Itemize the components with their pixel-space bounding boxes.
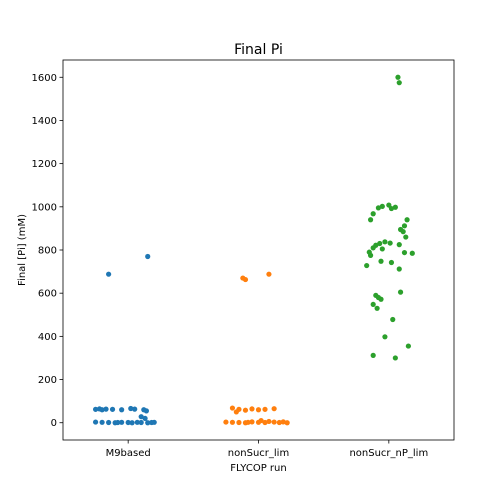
data-point: [103, 406, 109, 412]
data-point: [119, 419, 125, 425]
data-point: [405, 343, 411, 349]
data-point: [132, 406, 138, 412]
data-point: [128, 405, 134, 412]
data-point: [396, 242, 402, 248]
data-point: [396, 80, 402, 86]
data-point: [92, 406, 99, 412]
plot-frame: [62, 59, 455, 441]
y-tick-label: 1000: [32, 202, 57, 213]
data-point: [138, 419, 144, 426]
x-axis: M9based nonSucr_lim nonSucr_nP_lim: [106, 440, 428, 459]
data-point: [258, 417, 264, 424]
data-point: [276, 419, 282, 426]
y-tick-label: 600: [38, 289, 57, 300]
data-point: [370, 352, 376, 358]
y-tick-label: 800: [38, 246, 57, 257]
data-point: [119, 407, 125, 413]
data-point: [142, 415, 148, 422]
data-point: [245, 419, 251, 425]
data-point: [134, 419, 140, 425]
data-point: [109, 406, 116, 412]
data-point: [242, 276, 249, 283]
data-point: [145, 420, 151, 426]
data-point: [375, 205, 382, 211]
x-tick-label: nonSucr_lim: [228, 448, 289, 459]
data-point: [249, 406, 255, 412]
data-point: [242, 407, 249, 413]
data-point: [404, 217, 410, 223]
data-point: [125, 419, 131, 426]
y-tick-label: 1400: [32, 116, 57, 127]
data-point: [229, 405, 236, 411]
chart-title: Final Pi: [234, 42, 283, 58]
data-point: [379, 246, 385, 252]
data-point: [249, 419, 255, 425]
data-point: [255, 407, 262, 413]
data-point: [401, 223, 408, 229]
y-tick-label: 1200: [32, 159, 57, 170]
data-point: [143, 408, 150, 414]
data-point: [388, 205, 395, 212]
data-point: [262, 419, 268, 426]
x-tick-label: M9based: [106, 448, 151, 459]
data-point: [370, 301, 376, 308]
data-point: [392, 204, 398, 210]
data-point: [92, 419, 99, 425]
y-axis-label: Final [Pi] (mM): [17, 214, 28, 286]
data-points: [92, 74, 415, 426]
data-point: [271, 419, 277, 425]
data-point: [378, 258, 384, 264]
data-point: [106, 271, 112, 277]
x-axis-label: FLYCOP run: [230, 463, 286, 474]
data-point: [233, 409, 239, 415]
data-point: [106, 419, 112, 426]
data-point: [266, 271, 272, 277]
data-point: [392, 355, 398, 361]
data-point: [370, 211, 376, 217]
data-point: [387, 240, 393, 246]
data-point: [145, 253, 151, 260]
data-point: [395, 74, 401, 80]
data-point: [409, 250, 415, 256]
data-point: [370, 245, 376, 251]
data-point: [367, 252, 374, 258]
data-point: [280, 419, 286, 425]
data-point: [129, 420, 135, 426]
y-axis: 0 200 400 600 800 1000 1200 1400 1600: [32, 73, 63, 429]
data-point: [99, 419, 105, 425]
data-point: [236, 419, 242, 426]
data-point: [374, 305, 380, 311]
data-point: [377, 240, 383, 247]
data-point: [397, 289, 404, 295]
data-point: [390, 316, 396, 323]
data-point: [378, 296, 384, 302]
data-point: [99, 407, 105, 413]
data-point: [266, 418, 272, 425]
data-point: [284, 420, 290, 426]
data-point: [138, 414, 144, 420]
y-tick-label: 200: [38, 375, 57, 386]
data-point: [379, 203, 385, 209]
data-point: [382, 239, 388, 245]
data-point: [403, 234, 409, 240]
data-point: [388, 259, 395, 266]
data-point: [367, 217, 374, 223]
y-tick-label: 0: [51, 418, 57, 429]
data-point: [229, 419, 236, 425]
data-point: [149, 419, 155, 426]
x-tick-label: nonSucr_nP_lim: [349, 448, 428, 459]
data-point: [400, 229, 406, 235]
data-point: [262, 406, 268, 412]
data-point: [401, 249, 408, 256]
data-point: [115, 419, 121, 426]
data-point: [271, 406, 277, 412]
data-point: [396, 266, 402, 272]
data-point: [382, 334, 388, 340]
data-point: [223, 419, 229, 425]
y-tick-label: 400: [38, 332, 57, 343]
y-tick-label: 1600: [32, 73, 57, 84]
data-point: [364, 262, 370, 269]
